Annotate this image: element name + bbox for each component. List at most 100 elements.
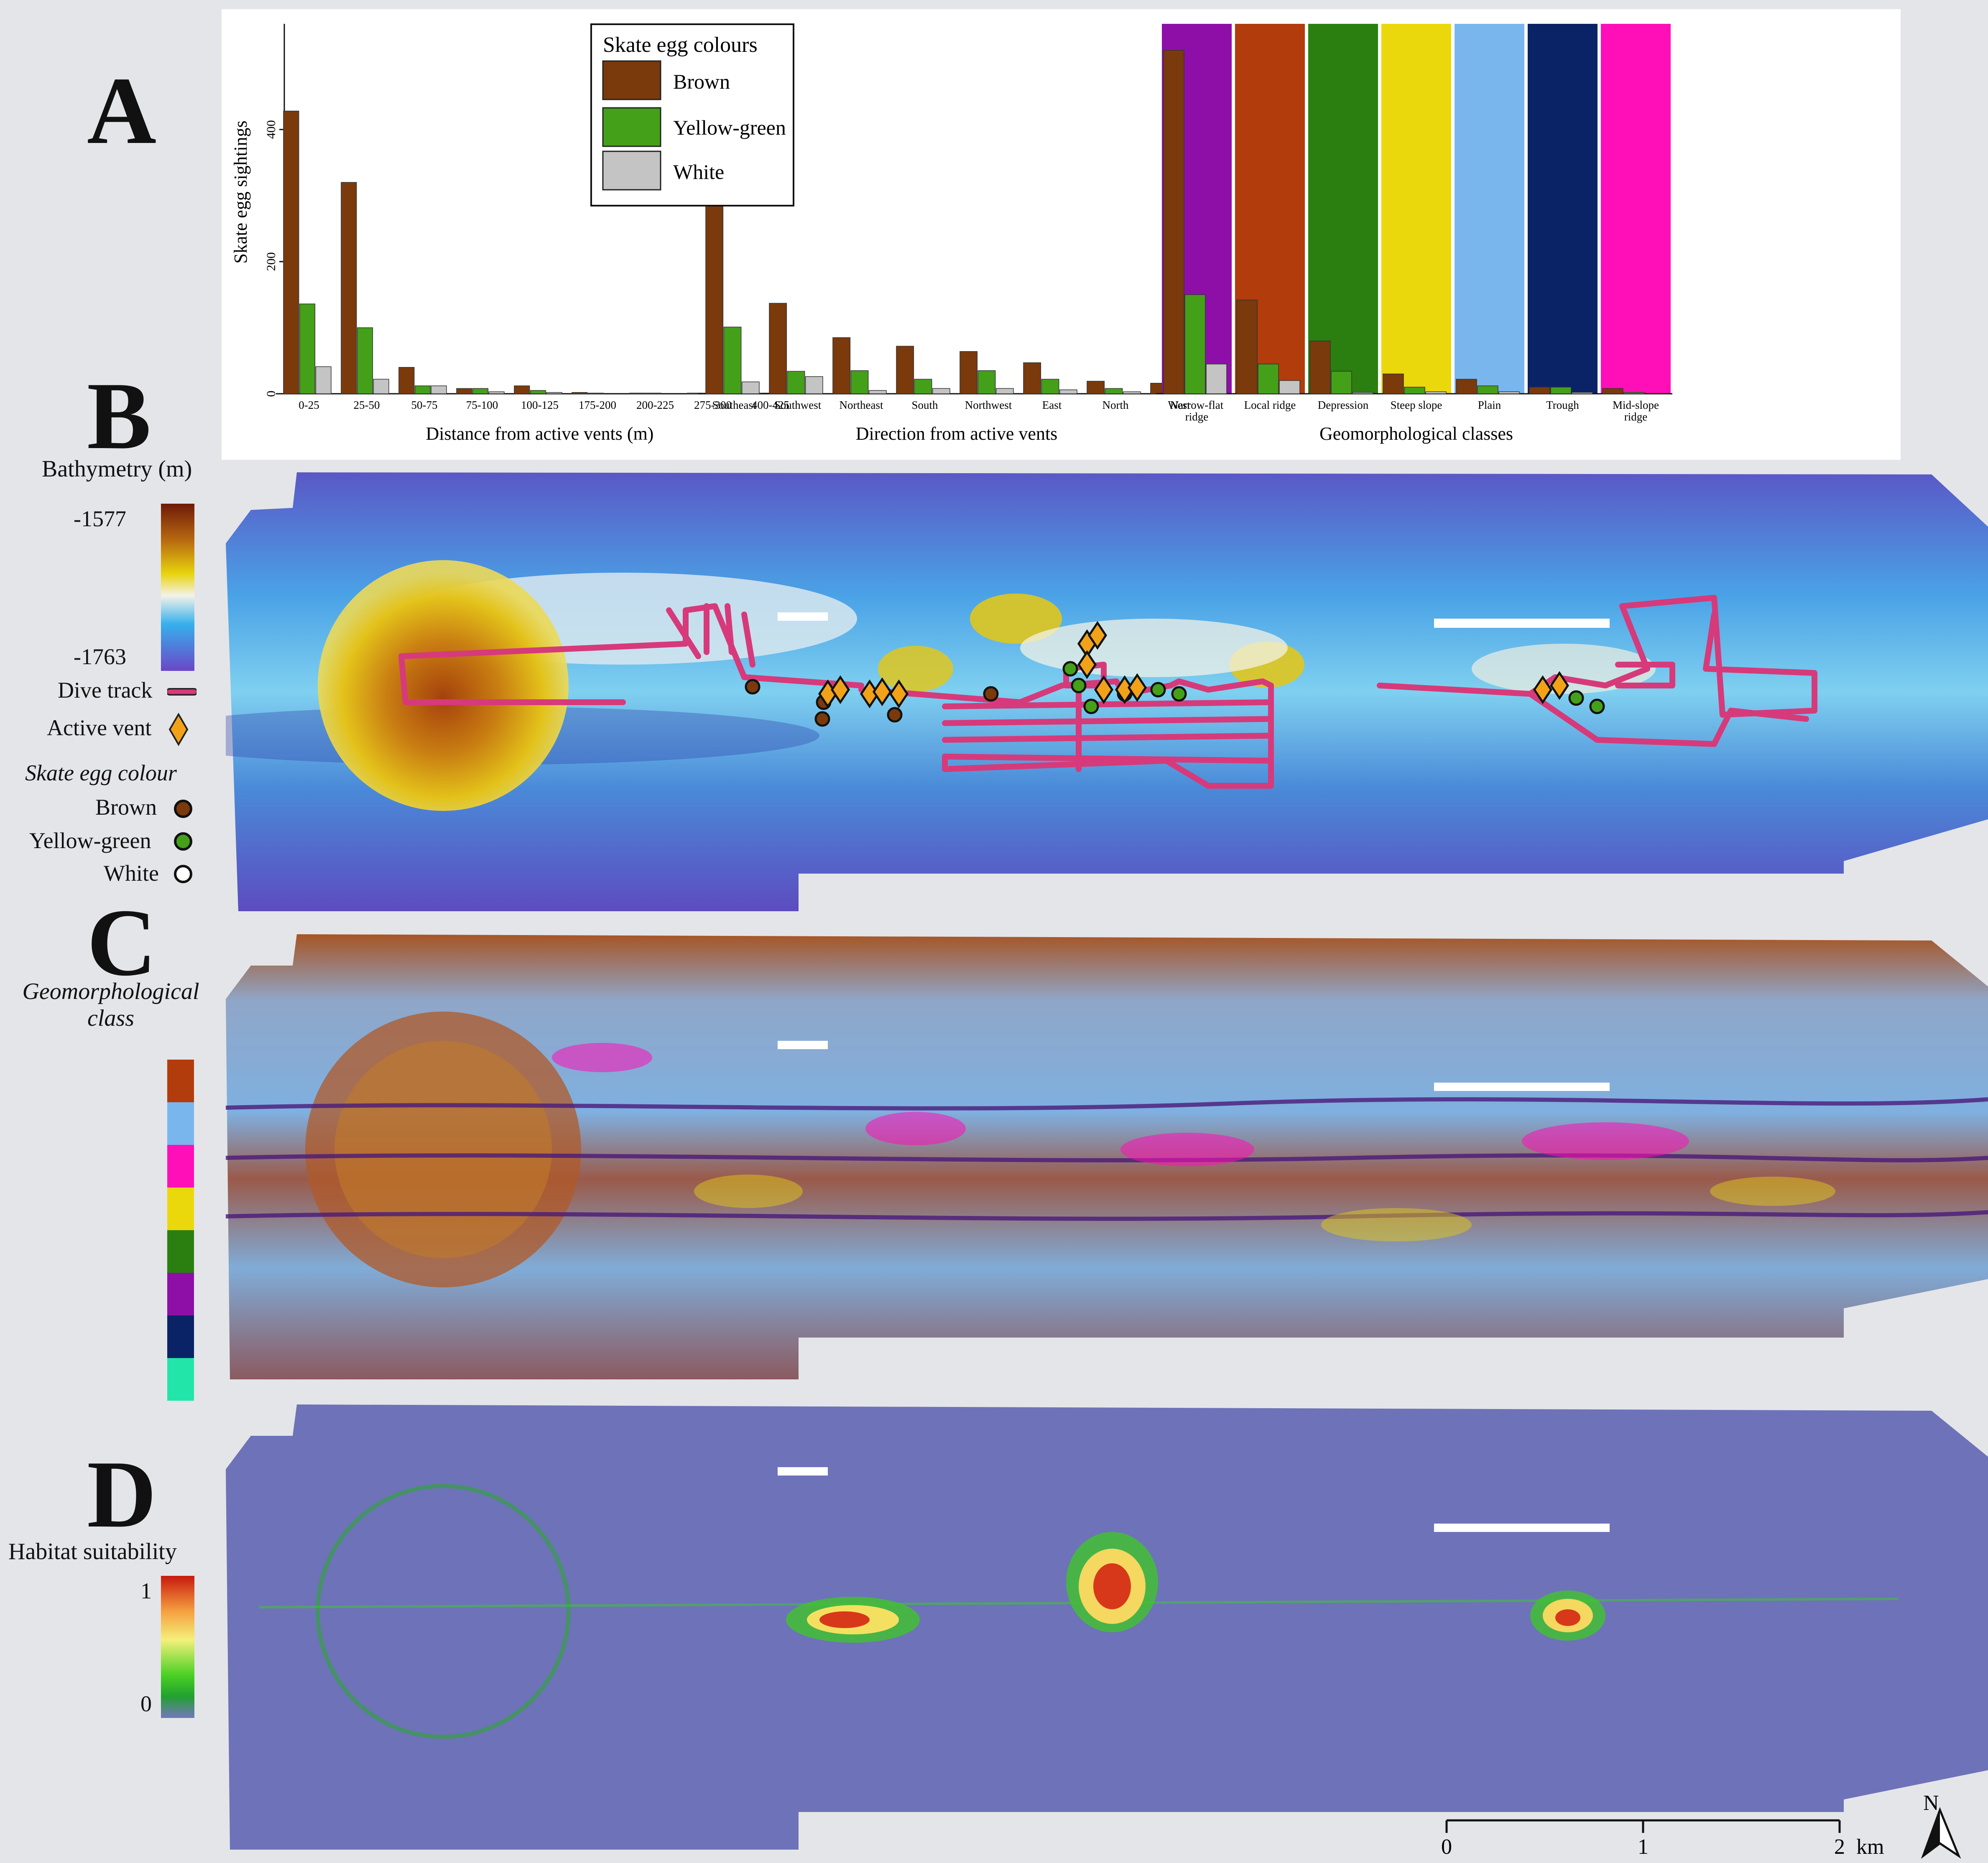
egg-legend-yellow-green-dot: [174, 832, 192, 851]
x-tick-label-northwest: Northwest: [965, 399, 1012, 411]
bar-direction-northeast-yellow-green: [850, 370, 869, 394]
geomorph-swatch-plain: [167, 1102, 194, 1145]
bar-distance-0-25-brown: [283, 110, 299, 394]
x-axis-label-geomorph: Geomorphological classes: [1319, 423, 1513, 444]
bar-geomorph-trough-yellow-green: [1550, 387, 1572, 394]
legend-swatch-yellow-green: [602, 107, 661, 147]
active-vent-legend-symbol: [168, 713, 189, 746]
bar-geomorph-mid-slope-ridge-brown: [1602, 388, 1623, 394]
geomorph-swatch-steep-slope: [167, 1188, 194, 1230]
bar-direction-northwest-brown: [960, 351, 978, 394]
scale-unit: km: [1856, 1835, 1884, 1859]
class-band-trough: [1528, 24, 1598, 394]
y-tick-label-400: 400: [264, 120, 278, 139]
egg-colour-legend-title: Skate egg colour: [25, 760, 177, 785]
geomorph-swatch-mid-slope-ridge: [167, 1145, 194, 1188]
bar-direction-east-yellow-green: [1041, 379, 1059, 394]
x-tick-label-400-425: 400-425: [752, 399, 789, 411]
x-tick-label-0-25: 0-25: [299, 399, 319, 411]
bar-geomorph-depression-yellow-green: [1331, 371, 1352, 394]
bar-direction-north-white: [1123, 391, 1141, 394]
egg-legend-brown-label: Brown: [95, 795, 157, 820]
y-tick-label-200: 200: [264, 252, 278, 271]
bar-geomorph-narrow-flat-ridge-yellow-green: [1184, 294, 1206, 394]
habitat-max-label: 1: [140, 1578, 152, 1603]
bar-distance-50-75-brown: [398, 367, 415, 394]
bar-geomorph-narrow-flat-ridge-brown: [1163, 50, 1184, 394]
bar-geomorph-local-ridge-yellow-green: [1258, 364, 1279, 394]
y-axis-label: Skate egg sightings: [230, 120, 251, 263]
bar-direction-southwest-yellow-green: [787, 371, 805, 394]
bar-geomorph-local-ridge-brown: [1236, 299, 1258, 394]
bar-direction-south-brown: [896, 346, 914, 394]
geomorph-swatch-trough: [167, 1315, 194, 1358]
bar-geomorph-depression-white: [1352, 392, 1373, 394]
legend-title: Skate egg colours: [603, 33, 758, 57]
scale-bar: 0 1 2 km: [1441, 1819, 1884, 1859]
geomorph-swatch-local-depression-on-flat-ridge: [167, 1358, 194, 1401]
habitat-suitability-map: [226, 1404, 1988, 1850]
bar-geomorph-local-ridge-white: [1279, 380, 1300, 394]
x-tick-label-75-100: 75-100: [466, 399, 498, 411]
x-tick-label-narrow-flat-ridge: Narrow-flat ridge: [1170, 399, 1224, 423]
bar-geomorph-plain-brown: [1456, 379, 1477, 394]
bar-distance-200-225-brown: [629, 392, 646, 394]
egg-legend-white-dot: [174, 865, 192, 883]
geomorph-legend: [167, 1060, 194, 1401]
bar-distance-50-75-yellow-green: [414, 385, 431, 394]
bar-distance-100-125-brown: [514, 385, 530, 394]
geomorph-swatch-local-ridge: [167, 1060, 194, 1102]
legend-entry-white: White: [673, 160, 724, 183]
bar-geomorph-steep-slope-yellow-green: [1404, 387, 1425, 394]
class-band-plain: [1455, 24, 1524, 394]
bar-geomorph-steep-slope-brown: [1383, 373, 1404, 394]
bar-distance-0-25-white: [315, 366, 332, 394]
bar-distance-75-100-yellow-green: [472, 388, 489, 394]
x-tick-label-50-75: 50-75: [411, 399, 438, 411]
bar-distance-100-125-white: [546, 392, 562, 394]
x-tick-label-south: South: [911, 399, 938, 411]
geomorph-swatch-depression: [167, 1230, 194, 1273]
bar-geomorph-mid-slope-ridge-yellow-green: [1623, 392, 1645, 394]
geomorph-swatch-narrow-flat-ridge: [167, 1273, 194, 1315]
x-tick-label-east: East: [1042, 399, 1062, 411]
bar-direction-north-yellow-green: [1105, 388, 1123, 394]
scale-tick-0: 0: [1441, 1835, 1452, 1859]
panel-label-b: B: [87, 362, 151, 469]
bar-direction-northeast-brown: [832, 337, 851, 394]
class-band-mid-slope-ridge: [1601, 24, 1671, 394]
active-vent-legend-label: Active vent: [47, 715, 152, 740]
north-arrow: N: [1921, 1791, 1961, 1859]
dive-track-legend-symbol: [167, 688, 197, 696]
x-tick-label-north: North: [1102, 399, 1129, 411]
x-tick-label-200-225: 200-225: [636, 399, 674, 411]
bar-direction-southwest-white: [805, 376, 823, 394]
scale-tick-2: 2: [1834, 1835, 1845, 1859]
bar-distance-100-125-yellow-green: [530, 390, 546, 394]
panel-label-c: C: [87, 889, 157, 996]
bar-distance-175-200-yellow-green: [587, 392, 604, 394]
x-tick-label-100-125: 100-125: [521, 399, 559, 411]
bar-direction-northwest-yellow-green: [977, 370, 996, 394]
x-tick-label-northeast: Northeast: [840, 399, 883, 411]
geomorphology-map: [226, 934, 1988, 1379]
bar-direction-northwest-white: [995, 388, 1014, 394]
x-tick-label-local-ridge: Local ridge: [1244, 399, 1296, 411]
class-band-depression: [1308, 24, 1378, 394]
habitat-colorbar: [161, 1576, 194, 1718]
dive-track-legend-label: Dive track: [58, 678, 153, 703]
bar-direction-southeast-yellow-green: [723, 326, 742, 394]
bar-distance-25-50-brown: [341, 182, 357, 394]
bar-distance-175-200-brown: [572, 392, 588, 394]
bar-geomorph-plain-white: [1498, 391, 1520, 394]
egg-legend-yellow-green-label: Yellow-green: [29, 828, 151, 853]
egg-legend-brown-dot: [174, 800, 192, 818]
x-tick-label-25-50: 25-50: [354, 399, 380, 411]
x-tick-label-175-200: 175-200: [579, 399, 616, 411]
x-tick-label-trough: Trough: [1546, 399, 1579, 411]
bar-distance-25-50-white: [373, 379, 389, 394]
x-axis-label-direction: Direction from active vents: [856, 423, 1058, 444]
bar-direction-south-yellow-green: [914, 379, 932, 394]
x-tick-label-steep-slope: Steep slope: [1391, 399, 1442, 411]
x-tick-label-mid-slope-ridge: Mid-slope ridge: [1613, 399, 1659, 423]
